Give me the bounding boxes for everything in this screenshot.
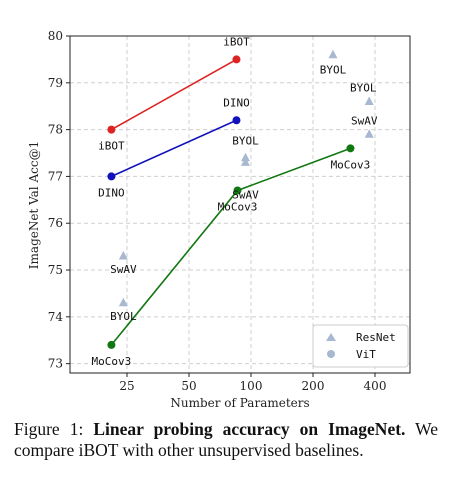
y-axis-title: ImageNet Val Acc@1 bbox=[27, 141, 41, 269]
legend-resnet-label: ResNet bbox=[356, 331, 396, 344]
y-tick-label: 78 bbox=[48, 123, 63, 137]
point-label: DINO bbox=[98, 186, 125, 199]
x-axis-title: Number of Parameters bbox=[170, 396, 309, 410]
vit-point-mocov3 bbox=[233, 186, 242, 195]
series-line-mocov3 bbox=[110, 147, 351, 346]
x-tick-label: 25 bbox=[119, 379, 134, 393]
figure-caption: Figure 1: Linear probing accuracy on Ima… bbox=[14, 419, 438, 461]
point-label: MoCov3 bbox=[218, 200, 258, 213]
legend-vit-marker bbox=[327, 350, 335, 358]
resnet-point bbox=[240, 152, 250, 162]
chart: 73 74 75 76 77 78 79 80 25 50 100 200 400 iBOT iBOT DI… bbox=[27, 29, 411, 410]
y-tick-label: 77 bbox=[48, 169, 63, 183]
point-label: MoCov3 bbox=[331, 158, 371, 171]
caption-prefix: Figure 1: bbox=[14, 419, 94, 439]
point-label: DINO bbox=[223, 96, 250, 109]
point-label: iBOT bbox=[98, 140, 125, 153]
point-label: MoCov3 bbox=[92, 355, 132, 368]
vit-point-ibot bbox=[107, 125, 116, 134]
legend-vit-label: ViT bbox=[356, 348, 376, 361]
y-tick-label: 76 bbox=[48, 216, 63, 230]
series-line-dino bbox=[111, 119, 237, 178]
point-label: iBOT bbox=[223, 35, 250, 48]
point-label: BYOL bbox=[320, 64, 347, 77]
x-tick-label: 400 bbox=[364, 379, 387, 393]
vit-point-mocov3 bbox=[346, 144, 355, 153]
y-tick-label: 79 bbox=[48, 76, 63, 90]
caption-bold: Linear probing accuracy on ImageNet. bbox=[93, 419, 406, 439]
y-tick-label: 80 bbox=[48, 29, 63, 43]
vit-point-ibot bbox=[232, 55, 241, 64]
x-tick-label: 50 bbox=[181, 379, 196, 393]
resnet-point bbox=[240, 157, 250, 166]
series-line-ibot bbox=[111, 58, 237, 131]
series bbox=[107, 55, 355, 349]
plot-frame bbox=[69, 35, 411, 374]
resnet-point bbox=[118, 297, 128, 307]
caption-rest: We compare iBOT with other unsupervised … bbox=[14, 419, 438, 460]
resnet-point bbox=[118, 250, 128, 260]
legend-box bbox=[312, 324, 409, 368]
point-label: SwAV bbox=[351, 114, 378, 127]
point-label: SwAV bbox=[110, 263, 137, 276]
legend-resnet-marker bbox=[326, 333, 336, 341]
x-tick-label: 200 bbox=[302, 379, 325, 393]
vit-point-mocov3 bbox=[107, 340, 116, 349]
resnet-point bbox=[364, 96, 374, 106]
vit-point-dino bbox=[232, 116, 241, 125]
y-tick-label: 75 bbox=[48, 263, 63, 277]
vit-point-dino bbox=[107, 172, 116, 181]
point-label: BYOL bbox=[110, 310, 137, 323]
point-label: BYOL bbox=[232, 135, 259, 148]
resnet-point bbox=[364, 129, 374, 138]
resnet-point bbox=[328, 49, 338, 59]
y-tick-label: 73 bbox=[48, 357, 63, 371]
point-labels: iBOTiBOTDINODINOMoCov3MoCov3MoCov3SwAVBY… bbox=[92, 35, 378, 368]
axes: 73 74 75 76 77 78 79 80 25 50 100 200 400 bbox=[48, 29, 411, 393]
legend: ResNet ViT bbox=[312, 324, 409, 368]
point-label: BYOL bbox=[350, 82, 377, 95]
point-label: SwAV bbox=[232, 188, 259, 201]
grid bbox=[70, 35, 410, 373]
resnet-points bbox=[118, 49, 374, 307]
y-tick-label: 74 bbox=[48, 310, 64, 324]
x-tick-label: 100 bbox=[240, 379, 263, 393]
